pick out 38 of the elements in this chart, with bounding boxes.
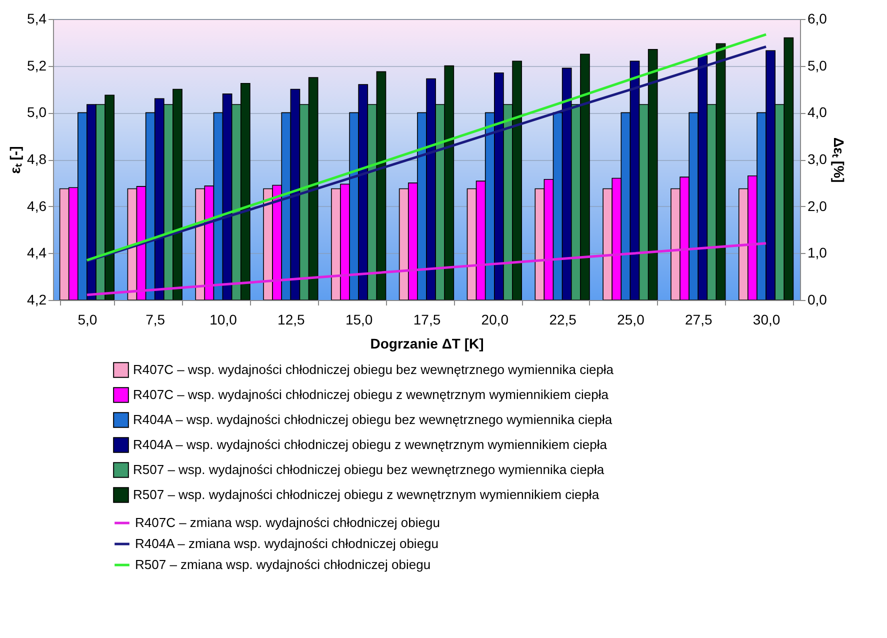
legend-label: R507 – wsp. wydajności chłodniczej obiegu bez wewnętrznego wymiennika ciepła <box>133 462 605 477</box>
x-tick-label: 25,0 <box>617 312 645 328</box>
y-axis-title: εₜ [-] <box>7 146 24 174</box>
legend-label: R404A – wsp. wydajności chłodniczej obiegu bez wewnętrznego wymiennika ciepła <box>133 412 613 427</box>
x-tick-label: 7,5 <box>146 312 166 328</box>
x-tick-label: 22,5 <box>549 312 577 328</box>
legend-label: R404A – wsp. wydajności chłodniczej obiegu z wewnętrznym wymiennikiem ciepła <box>133 437 608 452</box>
y-tick-label: 4,6 <box>27 198 47 214</box>
y2-tick-label: 4,0 <box>808 104 828 120</box>
line-series <box>86 242 768 296</box>
x-tick-label: 5,0 <box>78 312 98 328</box>
legend-label: R407C – wsp. wydajności chłodniczej obiegu z wewnętrznym wymiennikiem ciepła <box>133 387 610 402</box>
x-tick-label: 17,5 <box>413 312 441 328</box>
x-tick-label: 10,0 <box>210 312 238 328</box>
y2-tick-label: 2,0 <box>808 198 828 214</box>
y2-tick-label: 1,0 <box>808 244 828 261</box>
y2-tick-label: 3,0 <box>808 151 828 167</box>
y-tick-label: 5,2 <box>27 57 47 74</box>
y-tick-label: 4,2 <box>27 292 47 308</box>
y-tick-label: 4,8 <box>27 151 47 167</box>
legend-label: R507 – zmiana wsp. wydajności chłodniczej obiegu <box>135 557 431 572</box>
x-tick-label: 20,0 <box>481 312 509 328</box>
y-tick-label: 4,4 <box>27 244 47 261</box>
x-tick-label: 12,5 <box>278 312 306 328</box>
y2-tick-label: 5,0 <box>808 57 828 74</box>
y-tick-label: 5,0 <box>27 104 47 120</box>
y2-tick-label: 6,0 <box>808 10 828 26</box>
legend-label: R407C – wsp. wydajności chłodniczej obiegu bez wewnętrznego wymiennika ciepła <box>133 362 614 377</box>
legend-label: R507 – wsp. wydajności chłodniczej obiegu z wewnętrznym wymiennikiem ciepła <box>133 487 600 502</box>
x-axis-title: Dogrzanie ΔT [K] <box>370 336 484 352</box>
y2-axis-title: Δεₜ [%] <box>830 137 847 183</box>
x-tick-label: 30,0 <box>752 312 780 328</box>
y2-tick-label: 0,0 <box>808 292 828 308</box>
x-tick-label: 27,5 <box>685 312 712 328</box>
legend-label: R404A – zmiana wsp. wydajności chłodniczej obiegu <box>135 536 439 551</box>
legend-label: R407C – zmiana wsp. wydajności chłodniczej obiegu <box>135 515 440 530</box>
x-tick-label: 15,0 <box>345 312 373 328</box>
y-tick-label: 5,4 <box>27 10 47 26</box>
